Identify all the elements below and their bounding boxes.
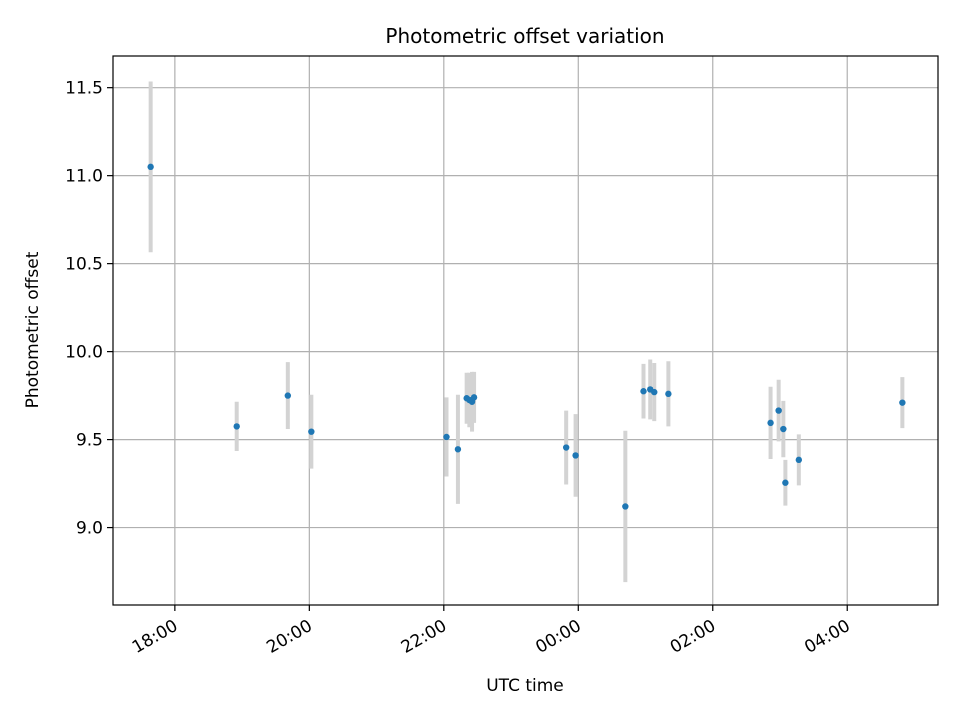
data-point <box>622 503 629 510</box>
y-tick-label: 11.5 <box>65 79 103 99</box>
data-point <box>651 388 658 396</box>
data-point <box>308 428 315 435</box>
y-tick-label: 11.0 <box>65 167 103 187</box>
data-point <box>470 394 478 401</box>
y-tick-label: 10.5 <box>65 255 103 275</box>
x-tick-label: 00:00 <box>532 616 584 658</box>
x-axis-ticks: 18:00 20:00 22:00 00:00 02:00 04:00 <box>129 605 854 658</box>
data-point <box>899 399 906 406</box>
y-axis-ticks: 9.0 9.5 10.0 10.5 11.0 11.5 <box>65 79 113 539</box>
data-point <box>572 452 579 459</box>
data-points <box>147 163 906 510</box>
x-tick-label: 02:00 <box>667 616 719 658</box>
data-point <box>562 444 570 451</box>
x-tick-label: 22:00 <box>398 616 450 658</box>
plot-frame <box>112 55 939 606</box>
grid-lines <box>113 56 938 605</box>
y-tick-label: 9.5 <box>76 431 103 451</box>
data-point <box>284 392 292 399</box>
y-axis-label: Photometric offset <box>23 251 43 408</box>
x-tick-label: 20:00 <box>263 616 315 658</box>
chart-title: Photometric offset variation <box>385 24 664 48</box>
data-point <box>443 433 450 441</box>
data-point <box>454 446 462 453</box>
data-point <box>767 419 774 427</box>
x-axis-label: UTC time <box>486 676 564 696</box>
data-point <box>795 456 803 464</box>
data-point <box>782 479 789 486</box>
data-point <box>665 390 672 398</box>
data-point <box>780 425 787 433</box>
x-tick-label: 18:00 <box>129 616 181 658</box>
data-point <box>640 388 647 395</box>
x-tick-label: 04:00 <box>801 616 853 658</box>
data-point <box>775 407 782 414</box>
data-point <box>233 423 240 430</box>
y-tick-label: 9.0 <box>76 519 103 539</box>
error-bars <box>148 81 905 583</box>
data-point <box>147 163 154 171</box>
y-tick-label: 10.0 <box>65 343 103 363</box>
